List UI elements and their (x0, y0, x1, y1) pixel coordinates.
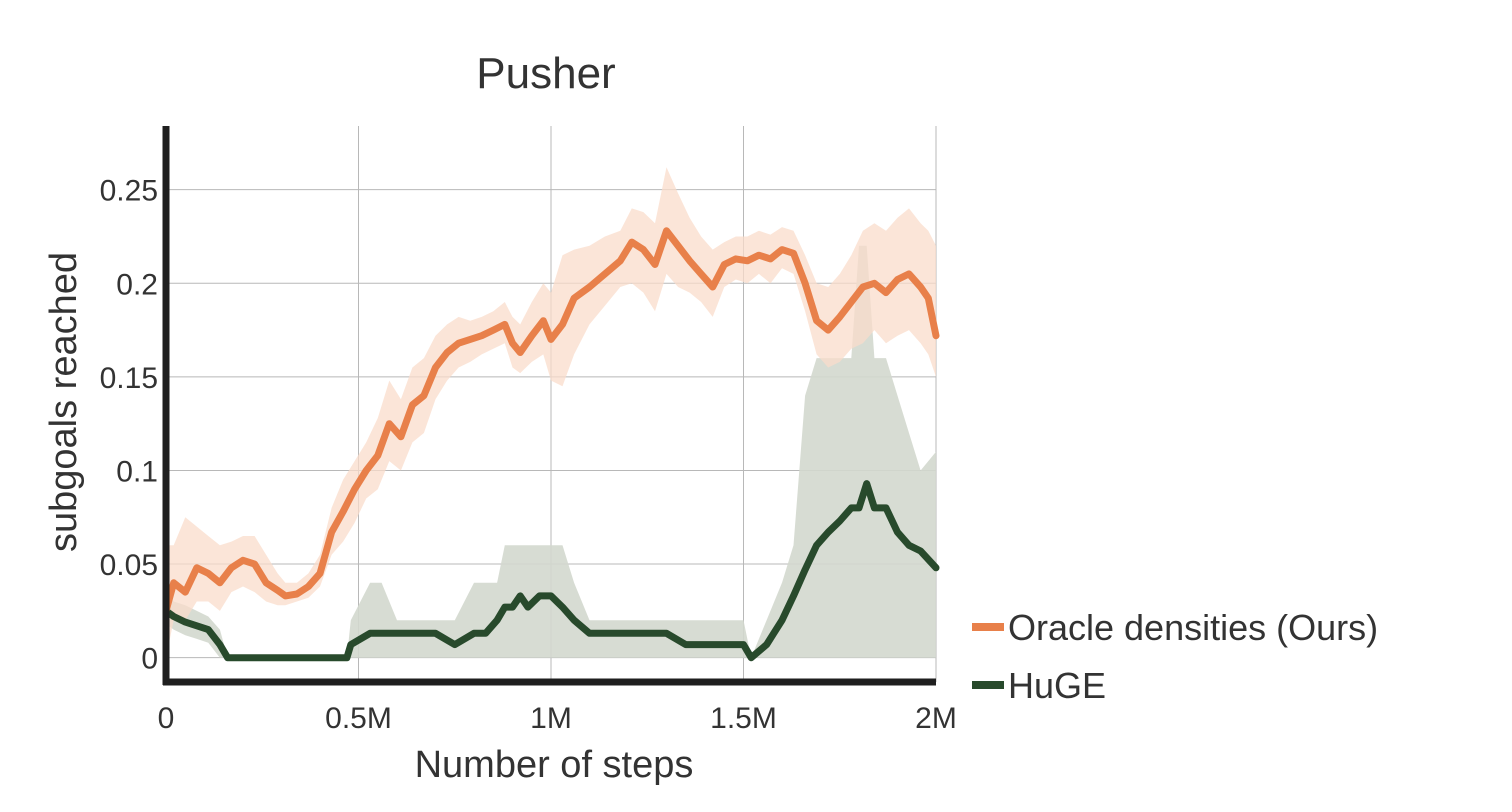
y-tick-label: 0.25 (100, 175, 158, 208)
y-tick-label: 0.05 (100, 549, 158, 582)
legend: Oracle densities (Ours) HuGE (972, 607, 1378, 706)
x-axis-label: Number of steps (415, 744, 694, 786)
y-tick-label: 0.2 (116, 268, 158, 301)
series-line-oracle (162, 227, 940, 615)
legend-label-oracle: Oracle densities (Ours) (1008, 607, 1378, 648)
y-tick-labels: 0 0.05 0.1 0.15 0.2 0.25 (100, 175, 158, 676)
x-tick-label: 0 (158, 702, 175, 735)
y-tick-label: 0 (141, 643, 158, 676)
y-axis-label: subgoals reached (43, 252, 85, 552)
y-tick-label: 0.1 (116, 455, 158, 488)
x-tick-label: 2M (915, 702, 957, 735)
series-lines (162, 227, 940, 662)
series-line-huge (162, 480, 940, 662)
x-tick-label: 1.5M (710, 702, 777, 735)
legend-item-huge: HuGE (972, 665, 1106, 706)
y-tick-label: 0.15 (100, 362, 158, 395)
axes (162, 126, 936, 686)
chart-title: Pusher (476, 49, 615, 98)
legend-label-huge: HuGE (1008, 665, 1106, 706)
legend-item-oracle: Oracle densities (Ours) (972, 607, 1378, 648)
x-tick-label: 1M (530, 702, 572, 735)
x-tick-label: 0.5M (325, 702, 392, 735)
x-tick-labels: 0 0.5M 1M 1.5M 2M (158, 702, 957, 735)
